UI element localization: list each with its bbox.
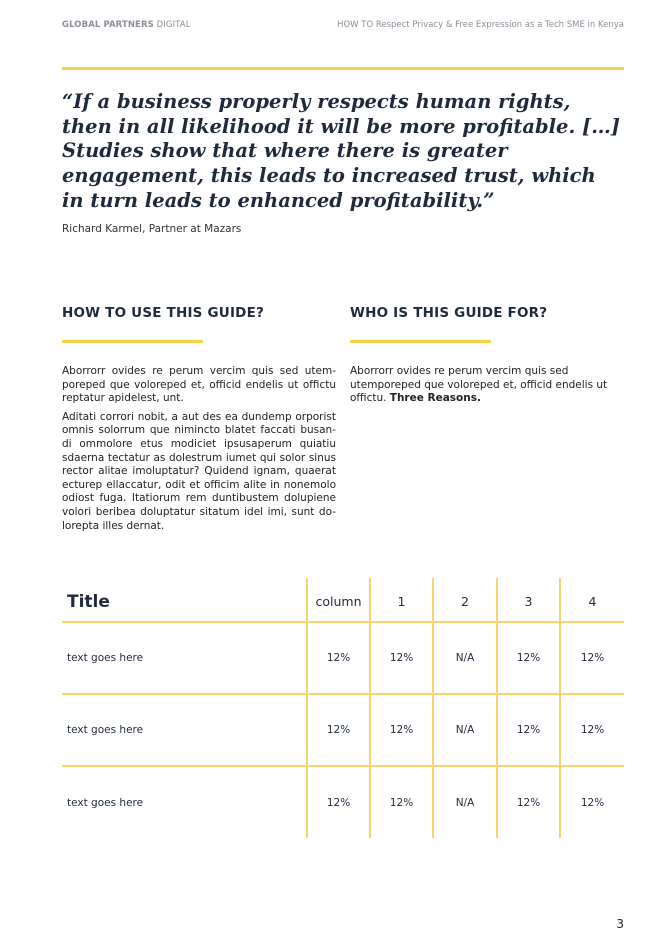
document-title: HOW TO Respect Privacy & Free Expression…	[337, 20, 624, 30]
who-for-body: Aborrorr ovides re perum vercim quis sed…	[350, 365, 608, 406]
quote-attribution: Richard Karmel, Partner at Mazars	[62, 223, 242, 235]
table-header-row: Title column 1 2 3 4	[62, 578, 624, 623]
table-cell: 12%	[369, 621, 434, 695]
table-cell: 12%	[496, 621, 561, 695]
table-cell: 12%	[306, 765, 371, 838]
bold-phrase: Three Reasons.	[389, 392, 481, 405]
pull-quote: “If a business properly respects human r…	[62, 90, 620, 212]
table-cell: 12%	[369, 765, 434, 838]
table-header: column	[306, 578, 371, 623]
table-cell: 12%	[559, 693, 624, 767]
table-row: text goes here 12% 12% N/A 12% 12%	[62, 621, 624, 695]
table-header: 2	[432, 578, 498, 623]
table-header-title: Title	[62, 578, 308, 623]
heading-underline	[350, 340, 491, 343]
table-cell: 12%	[559, 765, 624, 838]
table-cell: 12%	[369, 693, 434, 767]
section-heading-how-to-use: HOW TO USE THIS GUIDE?	[62, 305, 265, 321]
table-row: text goes here 12% 12% N/A 12% 12%	[62, 765, 624, 838]
paragraph: Aditati corrori nobit, a aut des ea dund…	[62, 410, 336, 532]
how-to-use-body: Aborrorr ovides re perum vercim quis sed…	[62, 365, 336, 538]
brand-light: DIGITAL	[153, 20, 191, 30]
page-number: 3	[616, 917, 624, 931]
table-cell: 12%	[306, 621, 371, 695]
table-header: 3	[496, 578, 561, 623]
table-header: 4	[559, 578, 624, 623]
table-cell: N/A	[432, 621, 498, 695]
data-table: Title column 1 2 3 4 text goes here 12% …	[62, 578, 624, 838]
table-row: text goes here 12% 12% N/A 12% 12%	[62, 693, 624, 767]
accent-divider	[62, 67, 624, 70]
paragraph: Aborrorr ovides re perum vercim quis sed…	[350, 365, 608, 405]
table-cell-label: text goes here	[62, 693, 308, 767]
table-cell: 12%	[559, 621, 624, 695]
table-cell: N/A	[432, 765, 498, 838]
table-cell: N/A	[432, 693, 498, 767]
heading-underline	[62, 340, 203, 343]
paragraph: Aborrorr ovides re perum vercim quis sed…	[62, 365, 336, 405]
table-header: 1	[369, 578, 434, 623]
table-cell: 12%	[496, 765, 561, 838]
table-cell: 12%	[496, 693, 561, 767]
brand-bold: GLOBAL PARTNERS	[62, 20, 154, 30]
section-heading-who-for: WHO IS THIS GUIDE FOR?	[350, 305, 548, 321]
table-cell-label: text goes here	[62, 621, 308, 695]
table-cell-label: text goes here	[62, 765, 308, 838]
brand-logo: GLOBAL PARTNERS DIGITAL	[62, 20, 191, 30]
table-cell: 12%	[306, 693, 371, 767]
